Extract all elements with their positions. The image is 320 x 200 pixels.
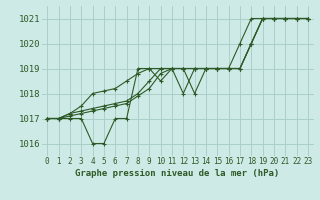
X-axis label: Graphe pression niveau de la mer (hPa): Graphe pression niveau de la mer (hPa) [76, 169, 280, 178]
